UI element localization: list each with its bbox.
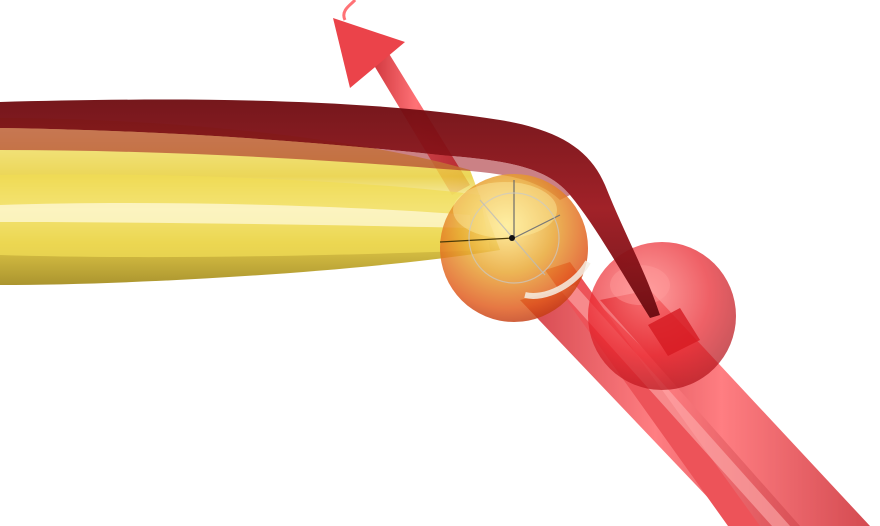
muscle-band-shade [0,128,570,200]
frame-ring [468,192,560,284]
upper-segment [0,118,500,285]
joint-coordinate-frame [439,180,561,284]
red-joint-sphere [588,242,736,390]
joint-center-dot [509,235,515,241]
elbow-joint-sphere [440,174,588,322]
ligament-curve [524,260,591,299]
muscle-band [0,99,660,318]
marker-prism [648,308,700,356]
frame-axis-x [439,237,515,243]
yellow-bone-highlight [0,203,470,228]
frame-axis-z [513,214,561,239]
arrow-tip-curl [342,0,357,21]
arrow-head [333,18,405,88]
